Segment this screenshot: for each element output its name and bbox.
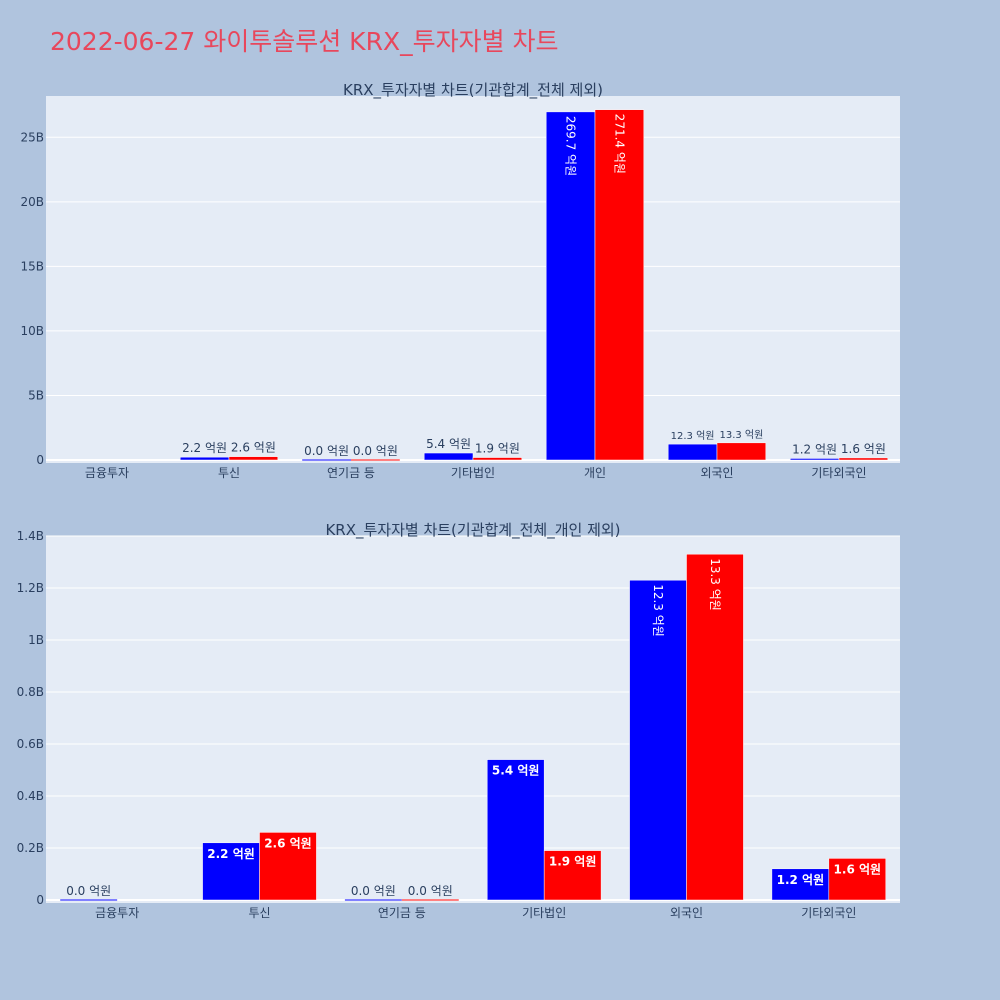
data-label: 5.4 억원 — [426, 437, 471, 451]
data-label: 0.0 억원 — [353, 444, 398, 458]
bar — [629, 579, 687, 901]
data-label: 1.2 억원 — [777, 873, 825, 887]
bar — [472, 457, 523, 461]
data-label: 13.3 억원 — [719, 429, 763, 441]
y-tick-label: 0.8B — [17, 685, 44, 699]
x-tick-label: 외국인 — [670, 906, 703, 920]
data-label: 1.2 억원 — [792, 442, 837, 456]
data-label: 1.6 억원 — [834, 862, 882, 876]
chart-title: KRX_투자자별 차트(기관합계_전체 제외) — [343, 81, 603, 100]
x-tick-label: 투신 — [218, 466, 240, 480]
x-tick-label: 연기금 등 — [327, 466, 375, 480]
data-label: 2.2 억원 — [182, 441, 227, 455]
bar — [667, 443, 718, 461]
bar — [716, 442, 767, 461]
page-title: 2022-06-27 와이투솔루션 KRX_투자자별 차트 — [50, 27, 559, 56]
bar — [423, 452, 474, 461]
bar — [259, 832, 317, 901]
bar — [202, 842, 260, 901]
bar — [228, 456, 279, 461]
y-tick-label: 20B — [20, 195, 44, 209]
bar — [594, 109, 645, 461]
bar — [545, 111, 596, 461]
data-label: 0.0 억원 — [408, 884, 453, 898]
chart-bottom: 0 0.2B 0.4B 0.6B 0.8B 1B 1.2B 1.4B 금융투자 투신 연기금 등 기타… — [17, 521, 900, 920]
x-tick-label: 기타법인 — [522, 906, 566, 920]
x-tick-label: 금융투자 — [95, 906, 139, 920]
y-tick-label: 0.6B — [17, 737, 44, 751]
y-tick-label: 1.4B — [17, 529, 44, 543]
bar — [838, 457, 889, 461]
data-label: 271.4 억원 — [612, 114, 626, 174]
data-label: 2.2 억원 — [207, 847, 255, 861]
y-tick-label: 25B — [20, 130, 44, 144]
y-tick-label: 15B — [20, 259, 44, 273]
x-tick-label: 기타외국인 — [801, 906, 856, 920]
y-tick-label: 0 — [36, 453, 44, 467]
data-label: 0.0 억원 — [66, 884, 111, 898]
y-tick-label: 10B — [20, 324, 44, 338]
y-tick-label: 0.4B — [17, 789, 44, 803]
y-tick-label: 1B — [28, 633, 44, 647]
data-label: 12.3 억원 — [651, 584, 665, 637]
bar — [686, 553, 744, 901]
x-tick-label: 외국인 — [700, 466, 733, 480]
data-label: 5.4 억원 — [492, 764, 540, 778]
data-label: 269.7 억원 — [564, 116, 578, 176]
data-label: 1.9 억원 — [549, 855, 597, 869]
bar — [828, 858, 887, 901]
bar — [179, 456, 230, 461]
chart-top: 0 5B 10B 15B 20B 25B 금융투자 투신 연기금 등 기타법인 개인 외국인 기타외국인… — [20, 81, 900, 480]
data-label: 0.0 억원 — [304, 444, 349, 458]
x-tick-label: 연기금 등 — [378, 906, 426, 920]
data-label: 0.0 억원 — [351, 884, 396, 898]
bar — [543, 850, 602, 901]
data-label: 2.6 억원 — [264, 836, 312, 850]
x-tick-label: 금융투자 — [85, 466, 129, 480]
bar — [486, 759, 545, 901]
x-tick-label: 기타외국인 — [811, 466, 866, 480]
y-tick-label: 5B — [28, 388, 44, 402]
data-label: 2.6 억원 — [231, 441, 276, 455]
x-tick-label: 기타법인 — [451, 466, 495, 480]
chart-title: KRX_투자자별 차트(기관합계_전체_개인 제외) — [325, 521, 620, 540]
y-tick-label: 0.2B — [17, 841, 44, 855]
x-tick-label: 개인 — [584, 466, 606, 480]
data-label: 12.3 억원 — [671, 430, 715, 442]
x-tick-label: 투신 — [248, 906, 270, 920]
plot-area — [46, 536, 900, 903]
data-label: 1.9 억원 — [475, 442, 520, 456]
bar — [789, 458, 840, 461]
data-label: 13.3 억원 — [708, 558, 722, 611]
data-label: 1.6 억원 — [841, 442, 886, 456]
plot-area — [46, 96, 900, 463]
y-tick-label: 1.2B — [17, 581, 44, 595]
y-tick-label: 0 — [36, 893, 44, 907]
